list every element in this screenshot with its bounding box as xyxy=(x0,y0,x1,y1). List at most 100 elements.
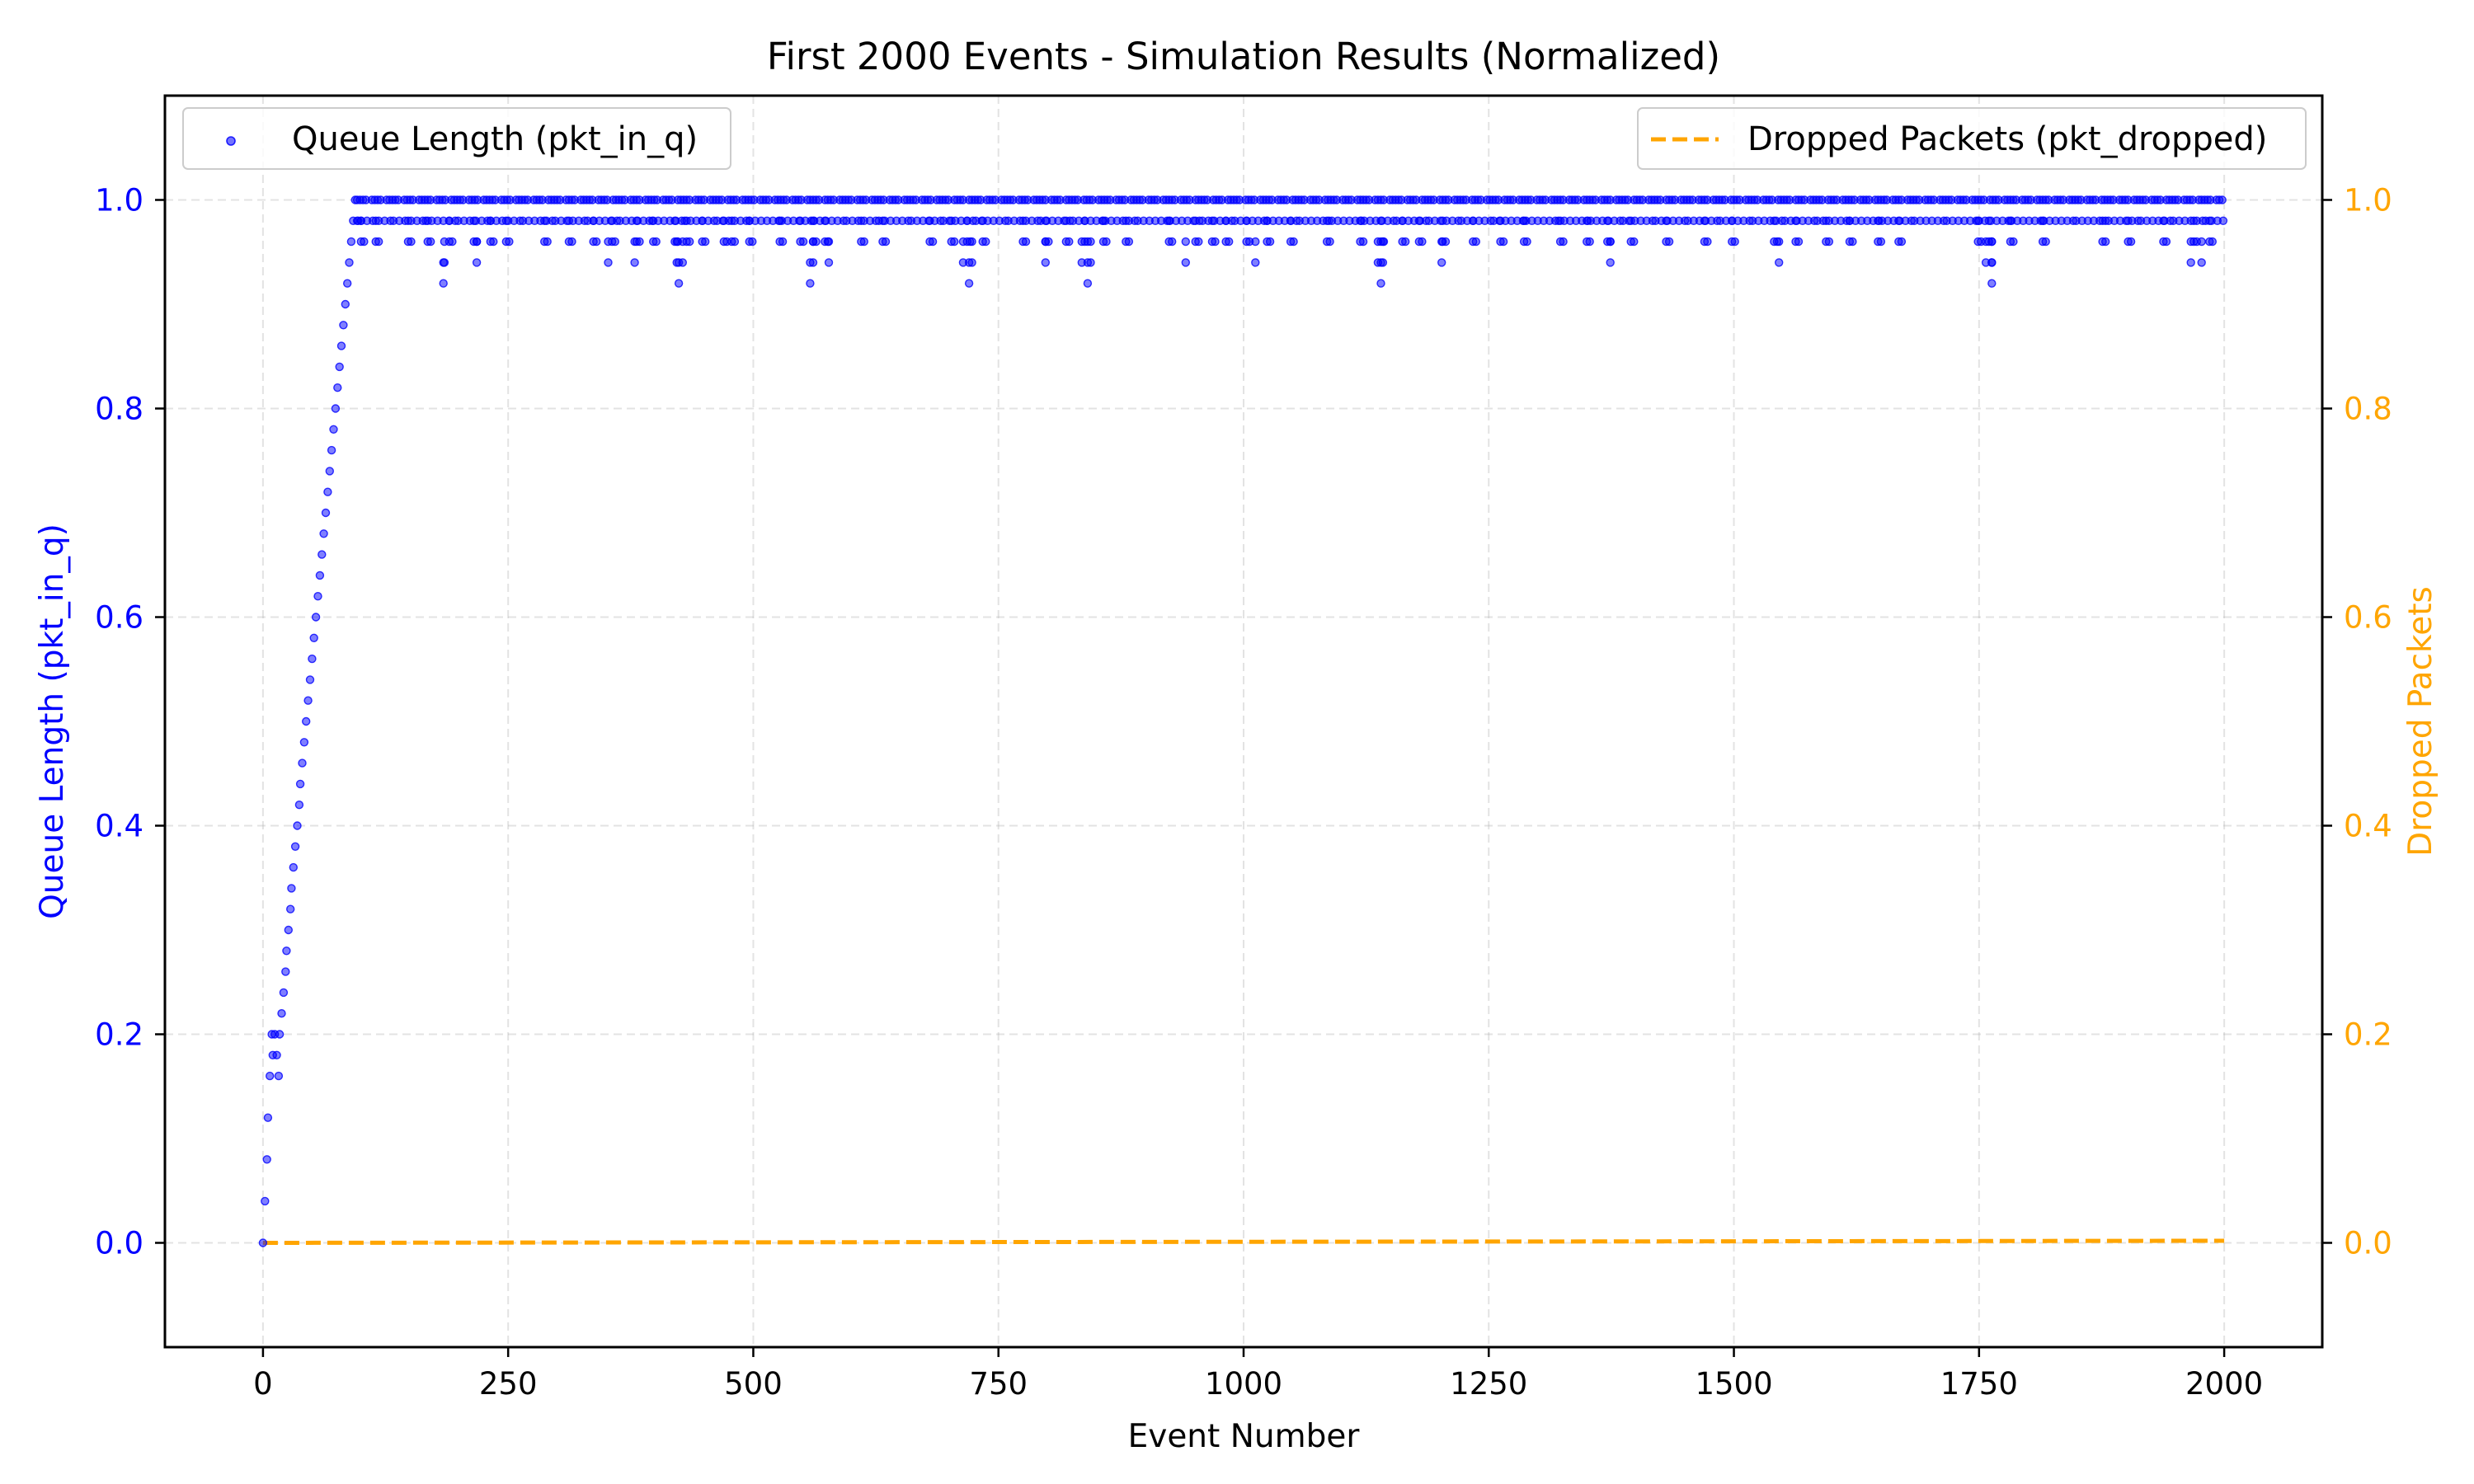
queue-point xyxy=(1221,216,1230,225)
queue-point xyxy=(2126,237,2136,247)
queue-point xyxy=(439,279,448,288)
queue-point xyxy=(426,237,435,247)
queue-point xyxy=(1774,237,1784,247)
queue-point xyxy=(1897,237,1907,247)
queue-point xyxy=(286,904,295,913)
queue-point xyxy=(727,216,736,225)
queue-point xyxy=(275,1030,285,1039)
queue-point xyxy=(1626,216,1635,225)
queue-point xyxy=(1286,216,1296,225)
queue-point xyxy=(295,779,305,789)
queue-point xyxy=(1519,216,1529,225)
queue-point xyxy=(346,237,356,247)
queue-point xyxy=(1164,216,1174,225)
y-tick-label: 1.0 xyxy=(95,183,143,218)
queue-point xyxy=(374,237,383,247)
queue-point xyxy=(962,216,971,225)
queue-series xyxy=(258,195,2228,1247)
queue-point xyxy=(1398,216,1407,225)
x-tick-label: 250 xyxy=(479,1366,538,1402)
y-axis-label-right: Dropped Packets xyxy=(2402,586,2439,857)
queue-point xyxy=(540,216,549,225)
queue-point xyxy=(1065,237,1074,247)
queue-point xyxy=(1400,237,1410,247)
queue-point xyxy=(730,237,740,247)
y2-tick-label: 0.2 xyxy=(2344,1017,2392,1053)
y-axis-right: 0.0 0.2 0.4 0.6 0.8 1.0 xyxy=(2322,183,2392,1261)
queue-point xyxy=(309,633,318,642)
queue-point xyxy=(1083,279,1093,288)
legend-queue: Queue Length (pkt_in_q) xyxy=(182,107,731,170)
queue-point xyxy=(1468,216,1478,225)
queue-point xyxy=(423,216,432,225)
queue-point xyxy=(331,404,341,413)
queue-point xyxy=(486,216,495,225)
queue-point xyxy=(2197,258,2206,267)
queue-point xyxy=(371,216,380,225)
queue-point xyxy=(2186,237,2195,247)
queue-point xyxy=(630,237,639,247)
queue-point xyxy=(1770,216,1779,225)
queue-point xyxy=(290,842,300,852)
queue-point xyxy=(329,425,338,434)
queue-point xyxy=(1251,258,1260,267)
queue-point xyxy=(1984,216,1993,225)
queue-point xyxy=(2100,237,2110,247)
queue-point xyxy=(1418,237,1427,247)
queue-point xyxy=(1822,216,1831,225)
queue-point xyxy=(1263,216,1272,225)
queue-point xyxy=(311,613,321,622)
queue-point xyxy=(1848,237,1857,247)
queue-point xyxy=(1207,216,1217,225)
queue-point xyxy=(1041,237,1051,247)
queue-point xyxy=(302,716,311,726)
queue-point xyxy=(1325,237,1334,247)
queue-point xyxy=(1606,258,1615,267)
queue-point xyxy=(674,258,684,267)
queue-point xyxy=(281,967,290,976)
queue-point xyxy=(1358,237,1368,247)
queue-point xyxy=(674,279,684,288)
queue-point xyxy=(299,738,309,747)
queue-point xyxy=(505,237,514,247)
y2-tick-label: 0.0 xyxy=(2344,1226,2392,1261)
queue-point xyxy=(964,279,974,288)
queue-point xyxy=(407,237,416,247)
queue-point xyxy=(670,216,680,225)
queue-point xyxy=(1582,216,1592,225)
y-tick-label: 0.0 xyxy=(95,1226,143,1261)
queue-point xyxy=(881,237,891,247)
queue-point xyxy=(2159,216,2168,225)
queue-point xyxy=(857,216,866,225)
queue-point xyxy=(1083,258,1093,267)
queue-point xyxy=(2189,216,2199,225)
queue-point xyxy=(293,821,302,830)
queue-point xyxy=(859,237,869,247)
queue-point xyxy=(947,216,956,225)
queue-point xyxy=(336,341,346,350)
queue-point xyxy=(651,237,661,247)
queue-point xyxy=(1585,237,1594,247)
queue-point xyxy=(356,216,365,225)
queue-point xyxy=(272,1050,281,1060)
queue-point xyxy=(261,1196,270,1206)
queue-point xyxy=(806,279,815,288)
queue-point xyxy=(2208,237,2218,247)
queue-point xyxy=(808,237,818,247)
queue-point xyxy=(279,988,289,998)
queue-point xyxy=(284,925,293,935)
queue-point xyxy=(778,237,788,247)
queue-point xyxy=(1122,216,1131,225)
y-tick-label: 0.6 xyxy=(95,600,143,636)
queue-point xyxy=(303,696,313,705)
queue-point xyxy=(1555,216,1565,225)
queue-point xyxy=(604,237,613,247)
queue-point xyxy=(472,258,482,267)
y2-tick-label: 0.6 xyxy=(2344,600,2392,636)
queue-point xyxy=(967,237,976,247)
legend-dropped: Dropped Packets (pkt_dropped) xyxy=(1637,107,2307,170)
queue-point xyxy=(1242,216,1251,225)
queue-point xyxy=(1191,216,1200,225)
queue-point xyxy=(928,237,938,247)
y2-tick-label: 0.8 xyxy=(2344,392,2392,427)
